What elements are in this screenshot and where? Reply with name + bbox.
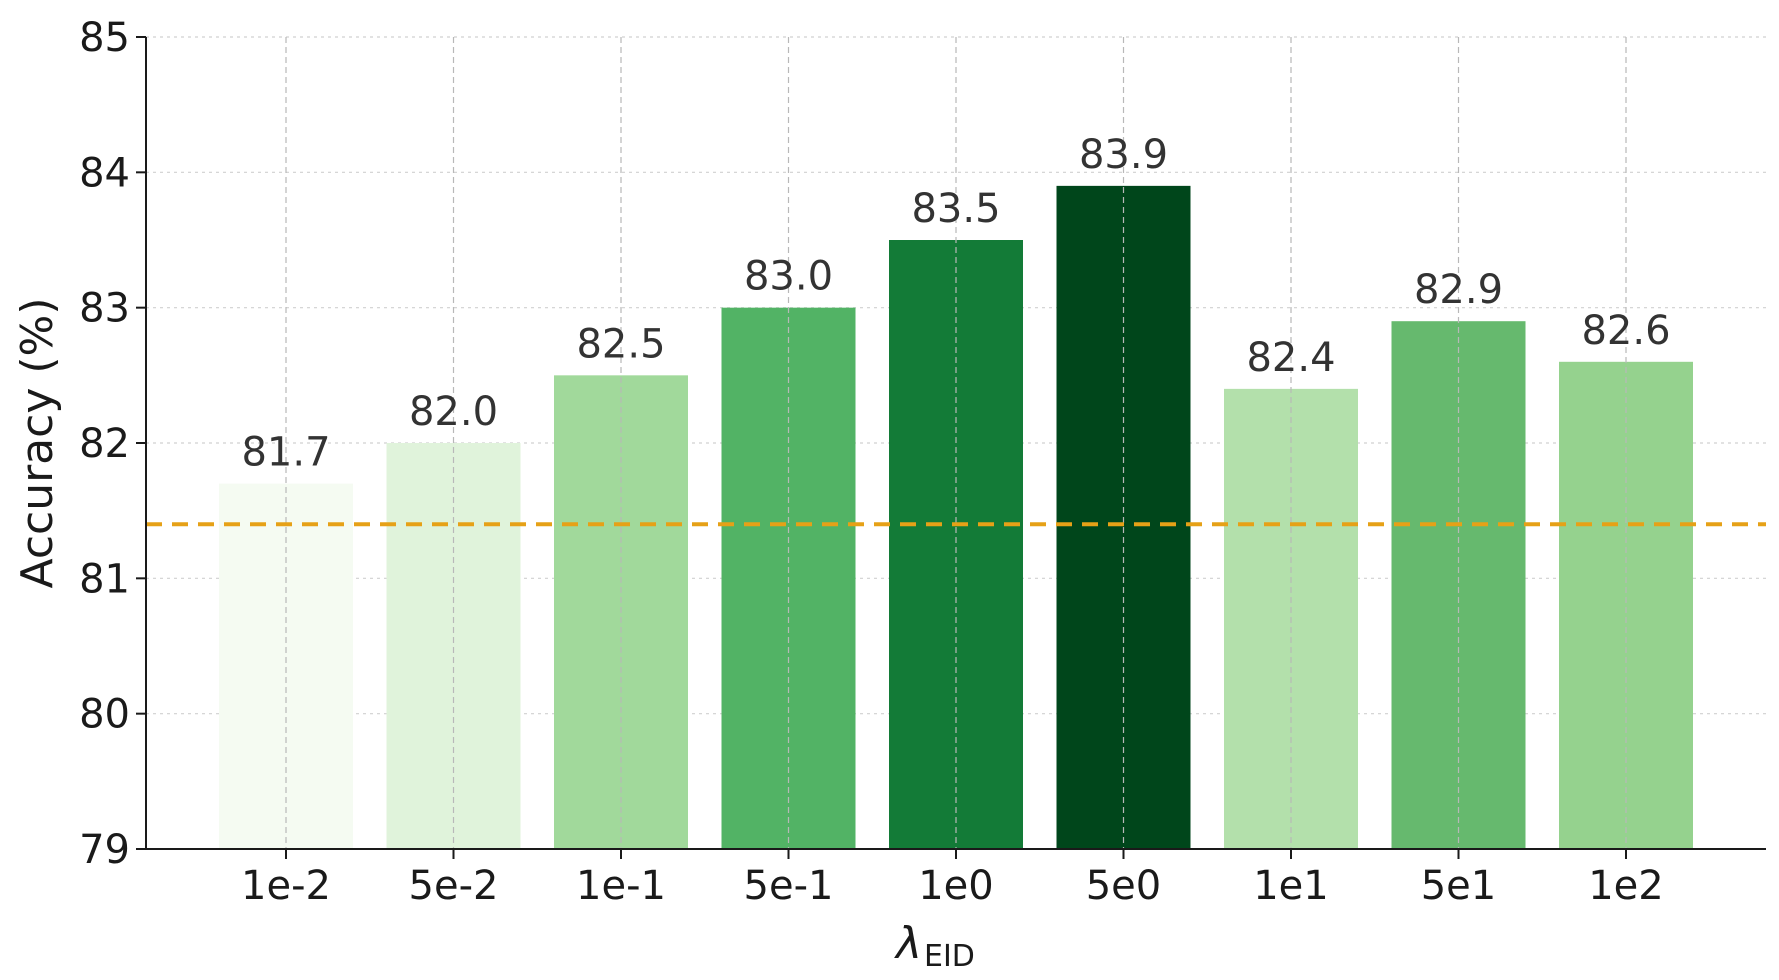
bar-1e2 — [1559, 361, 1693, 849]
y-tick-label: 83 — [79, 286, 130, 332]
bar-value-label: 83.9 — [1079, 132, 1168, 178]
x-axis-title-subscript: EID — [924, 939, 975, 974]
y-tick-label: 79 — [79, 827, 130, 873]
vertical-grid-lines — [285, 37, 1627, 849]
x-tick-label: 1e-2 — [241, 863, 331, 909]
y-tick-label: 84 — [79, 150, 130, 196]
x-axis-title: λ — [894, 918, 922, 969]
bar-value-label: 81.7 — [241, 430, 330, 476]
bar-value-label: 82.5 — [576, 321, 665, 367]
bar-value-label: 83.5 — [911, 186, 1000, 232]
y-tick-label: 80 — [79, 692, 130, 738]
x-tick-label: 1e1 — [1253, 863, 1329, 909]
bar-value-label: 82.6 — [1581, 308, 1670, 354]
y-tick-label: 81 — [79, 556, 130, 602]
bar-value-label: 82.0 — [409, 389, 498, 435]
x-axis-title-main: λ — [894, 918, 922, 969]
y-tick-label: 85 — [79, 15, 130, 61]
y-tick-label: 82 — [79, 421, 130, 467]
x-tick-label: 1e-1 — [576, 863, 666, 909]
x-tick-label: 5e-2 — [409, 863, 499, 909]
x-tick-label: 5e0 — [1086, 863, 1162, 909]
x-tick-label: 1e0 — [918, 863, 994, 909]
bar-value-label: 82.4 — [1246, 335, 1335, 381]
y-axis-title: Accuracy (%) — [12, 297, 63, 588]
axes — [136, 36, 1766, 859]
bar-value-label: 82.9 — [1414, 267, 1503, 313]
bar-value-label: 83.0 — [744, 254, 833, 300]
labels: 79 80 81 82 83 84 85 81.7 1e-2 82.0 5e-2 82.5 1e-1 83… — [79, 15, 1670, 909]
x-tick-label: 5e1 — [1421, 863, 1497, 909]
x-tick-label: 1e2 — [1588, 863, 1664, 909]
x-tick-label: 5e-1 — [744, 863, 834, 909]
